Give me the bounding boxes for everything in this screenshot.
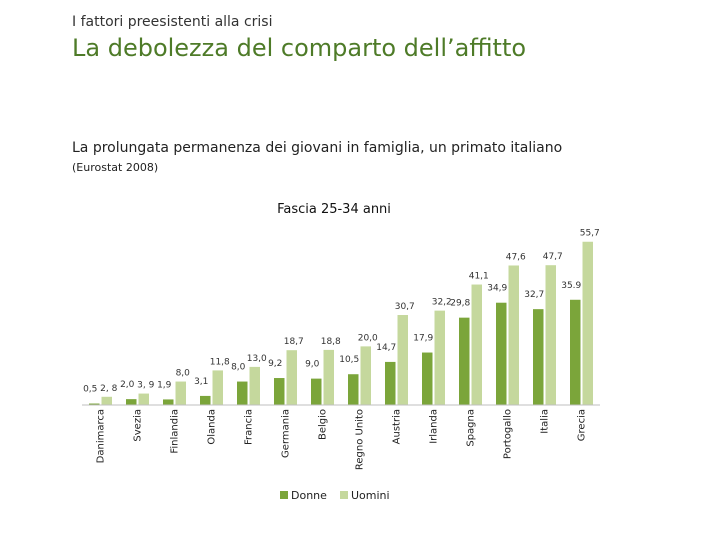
bar-donne-francia bbox=[237, 381, 248, 405]
data-label-donne-austria: 14,7 bbox=[376, 343, 396, 353]
bar-donne-germania bbox=[274, 378, 285, 405]
data-label-uomini-regno-unito: 20,0 bbox=[358, 333, 378, 343]
x-tick-label: Danimarca bbox=[96, 409, 107, 463]
legend-swatch-uomini bbox=[340, 491, 348, 499]
x-tick-label: Italia bbox=[540, 409, 551, 434]
data-label-donne-olanda: 3,1 bbox=[194, 377, 208, 387]
data-label-donne-belgio: 9,0 bbox=[305, 360, 320, 370]
data-label-uomini-spagna: 41,1 bbox=[469, 272, 489, 282]
chart-subtitle: La prolungata permanenza dei giovani in … bbox=[72, 140, 563, 156]
x-tick-label: Germania bbox=[281, 409, 292, 458]
data-label-uomini-portogallo: 47,6 bbox=[506, 252, 526, 262]
data-label-uomini-grecia: 55,7 bbox=[580, 229, 600, 239]
data-label-donne-germania: 9,2 bbox=[268, 359, 282, 369]
x-tick-label: Spagna bbox=[466, 409, 477, 447]
data-label-donne-grecia: 35.9 bbox=[561, 281, 581, 291]
data-label-donne-francia: 8,0 bbox=[231, 363, 246, 373]
bar-uomini-germania bbox=[286, 350, 297, 405]
data-label-uomini-austria: 30,7 bbox=[395, 302, 415, 312]
legend-label-uomini: Uomini bbox=[351, 489, 390, 502]
bar-donne-regno-unito bbox=[348, 374, 359, 405]
data-label-uomini-belgio: 18,8 bbox=[321, 337, 341, 347]
bar-donne-danimarca bbox=[89, 403, 100, 405]
bar-uomini-grecia bbox=[582, 241, 593, 405]
legend-label-donne: Donne bbox=[291, 489, 327, 502]
bar-donne-spagna bbox=[459, 317, 470, 405]
bar-donne-austria bbox=[385, 361, 396, 405]
bar-uomini-svezia bbox=[138, 393, 149, 405]
bar-donne-italia bbox=[533, 309, 544, 405]
x-tick-label: Svezia bbox=[133, 409, 144, 442]
legend-swatch-donne bbox=[280, 491, 288, 499]
page-title: La debolezza del comparto dell’affitto bbox=[72, 34, 527, 62]
data-label-donne-spagna: 29,8 bbox=[450, 299, 470, 309]
x-tick-label: Regno Unito bbox=[355, 409, 366, 470]
source-note: (Eurostat 2008) bbox=[72, 161, 159, 174]
data-label-uomini-francia: 13,0 bbox=[247, 354, 267, 364]
bar-donne-grecia bbox=[570, 299, 581, 405]
data-label-uomini-italia: 47,7 bbox=[543, 252, 563, 262]
bar-uomini-belgio bbox=[323, 349, 334, 405]
data-label-donne-regno-unito: 10,5 bbox=[339, 355, 359, 365]
data-label-donne-italia: 32,7 bbox=[524, 290, 544, 300]
bar-uomini-irlanda bbox=[434, 310, 445, 405]
data-label-uomini-olanda: 11,8 bbox=[210, 357, 230, 367]
x-tick-label: Olanda bbox=[207, 409, 218, 445]
bar-donne-finlandia bbox=[163, 399, 174, 405]
data-label-donne-finlandia: 1,9 bbox=[157, 380, 172, 390]
x-tick-label: Finlandia bbox=[170, 409, 181, 454]
data-label-donne-svezia: 2,0 bbox=[120, 380, 135, 390]
x-tick-label: Grecia bbox=[577, 409, 588, 441]
data-label-uomini-irlanda: 32,2 bbox=[432, 298, 452, 308]
bar-donne-svezia bbox=[126, 399, 137, 405]
data-label-donne-danimarca: 0,5 bbox=[83, 385, 97, 395]
bar-donne-olanda bbox=[200, 395, 211, 405]
data-label-uomini-germania: 18,7 bbox=[284, 337, 304, 347]
data-label-uomini-finlandia: 8,0 bbox=[176, 369, 191, 379]
bar-uomini-regno-unito bbox=[360, 346, 371, 405]
section-kicker: I fattori preesistenti alla crisi bbox=[72, 14, 273, 30]
bar-uomini-francia bbox=[249, 366, 260, 405]
x-tick-label: Irlanda bbox=[429, 409, 440, 444]
bar-donne-belgio bbox=[311, 378, 322, 405]
bar-donne-irlanda bbox=[422, 352, 433, 405]
x-tick-label: Francia bbox=[244, 409, 255, 445]
data-label-uomini-danimarca: 2, 8 bbox=[100, 384, 117, 394]
x-tick-label: Belgio bbox=[318, 409, 329, 440]
bar-uomini-danimarca bbox=[101, 396, 112, 405]
bar-donne-portogallo bbox=[496, 302, 507, 405]
bar-uomini-portogallo bbox=[508, 265, 519, 405]
bar-uomini-austria bbox=[397, 315, 408, 405]
bar-uomini-spagna bbox=[471, 284, 482, 405]
data-label-uomini-svezia: 3, 9 bbox=[137, 381, 154, 391]
data-label-donne-irlanda: 17,9 bbox=[413, 334, 433, 344]
chart-title: Fascia 25-34 anni bbox=[277, 202, 391, 217]
x-tick-label: Austria bbox=[392, 409, 403, 444]
bar-uomini-finlandia bbox=[175, 381, 186, 405]
x-tick-label: Portogallo bbox=[503, 409, 514, 459]
bar-uomini-italia bbox=[545, 265, 556, 405]
data-label-donne-portogallo: 34,9 bbox=[487, 284, 507, 294]
bar-uomini-olanda bbox=[212, 370, 223, 405]
